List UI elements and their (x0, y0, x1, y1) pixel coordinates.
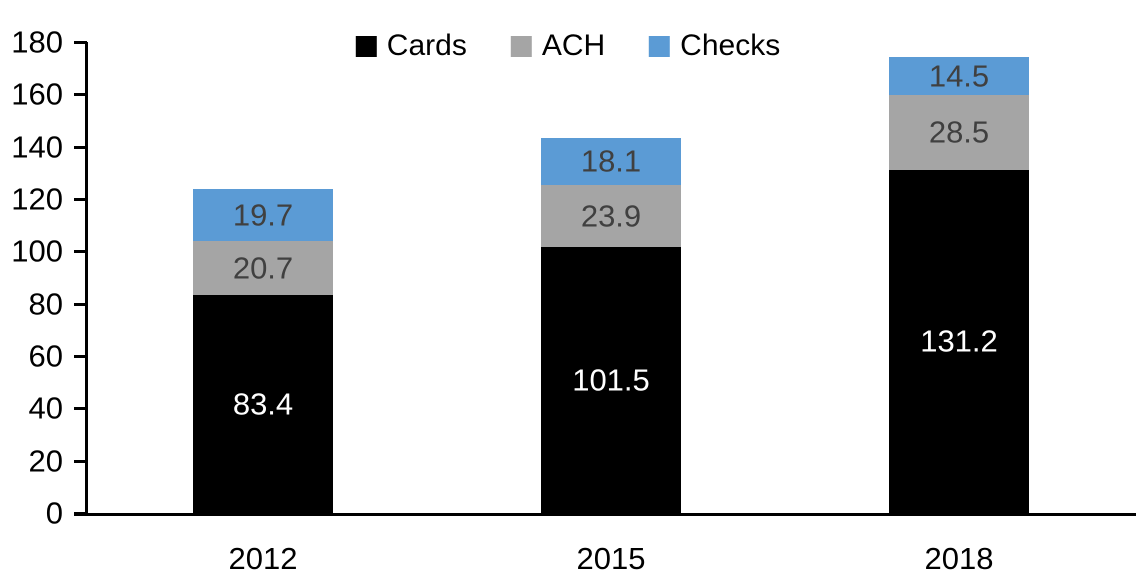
bar-value-label: 28.5 (928, 114, 990, 150)
y-axis-tick-label: 140 (11, 129, 63, 165)
y-axis-tick-label: 60 (28, 338, 63, 374)
legend-item-ach: ACH (510, 29, 606, 62)
y-axis-tick (74, 459, 87, 463)
bar-2018-segment-ach (889, 95, 1029, 170)
y-axis-tick (74, 250, 87, 254)
y-axis-tick-label: 180 (11, 24, 63, 60)
bar-value-label: 131.2 (920, 323, 998, 359)
bar-2012-segment-checks (193, 189, 333, 241)
bar-value-label: 20.7 (232, 250, 294, 286)
y-axis-tick (74, 198, 87, 201)
x-axis-category-label: 2018 (924, 541, 994, 576)
bar-2012-segment-cards (193, 294, 333, 513)
bar-value-label: 19.7 (232, 197, 294, 233)
bar-2015-segment-checks (541, 137, 681, 185)
y-axis-tick-label: 0 (45, 495, 63, 531)
y-axis-tick (74, 407, 87, 411)
y-axis-tick (74, 302, 87, 306)
y-axis-tick (74, 41, 87, 44)
y-axis-tick-label: 160 (11, 76, 63, 112)
bar-value-label: 18.1 (580, 143, 642, 179)
legend-swatch-ach (510, 35, 532, 57)
legend-item-cards: Cards (355, 29, 467, 62)
bar-2018-segment-cards (889, 169, 1029, 513)
y-axis-tick (74, 93, 87, 97)
x-axis-category-label: 2015 (576, 541, 646, 576)
y-axis-tick-label: 100 (11, 233, 63, 269)
bar-value-label: 14.5 (928, 58, 990, 94)
chart-legend: Cards ACH Checks (355, 29, 780, 62)
bar-value-label: 23.9 (580, 198, 642, 234)
x-axis-line (74, 513, 1136, 516)
y-axis-tick-label: 40 (28, 390, 63, 426)
bar-2015-segment-cards (541, 247, 681, 513)
bar-2012-segment-ach (193, 240, 333, 295)
bar-2015-segment-ach (541, 184, 681, 248)
legend-label: Checks (680, 29, 781, 62)
legend-swatch-checks (649, 35, 671, 57)
y-axis-tick (74, 145, 87, 149)
legend-label: Cards (386, 29, 467, 62)
legend-swatch-cards (355, 35, 377, 57)
bar-value-label: 83.4 (232, 386, 294, 422)
legend-item-checks: Checks (649, 31, 780, 61)
y-axis-tick (74, 355, 87, 358)
bar-2018-segment-checks (889, 57, 1029, 96)
y-axis-tick-label: 20 (28, 443, 63, 479)
legend-label: ACH (541, 29, 606, 62)
bar-value-label: 101.5 (572, 362, 650, 398)
y-axis-tick-label: 80 (28, 286, 63, 322)
y-axis-tick-label: 120 (11, 181, 63, 217)
y-axis-line (85, 42, 88, 516)
x-axis-category-label: 2012 (228, 541, 298, 576)
